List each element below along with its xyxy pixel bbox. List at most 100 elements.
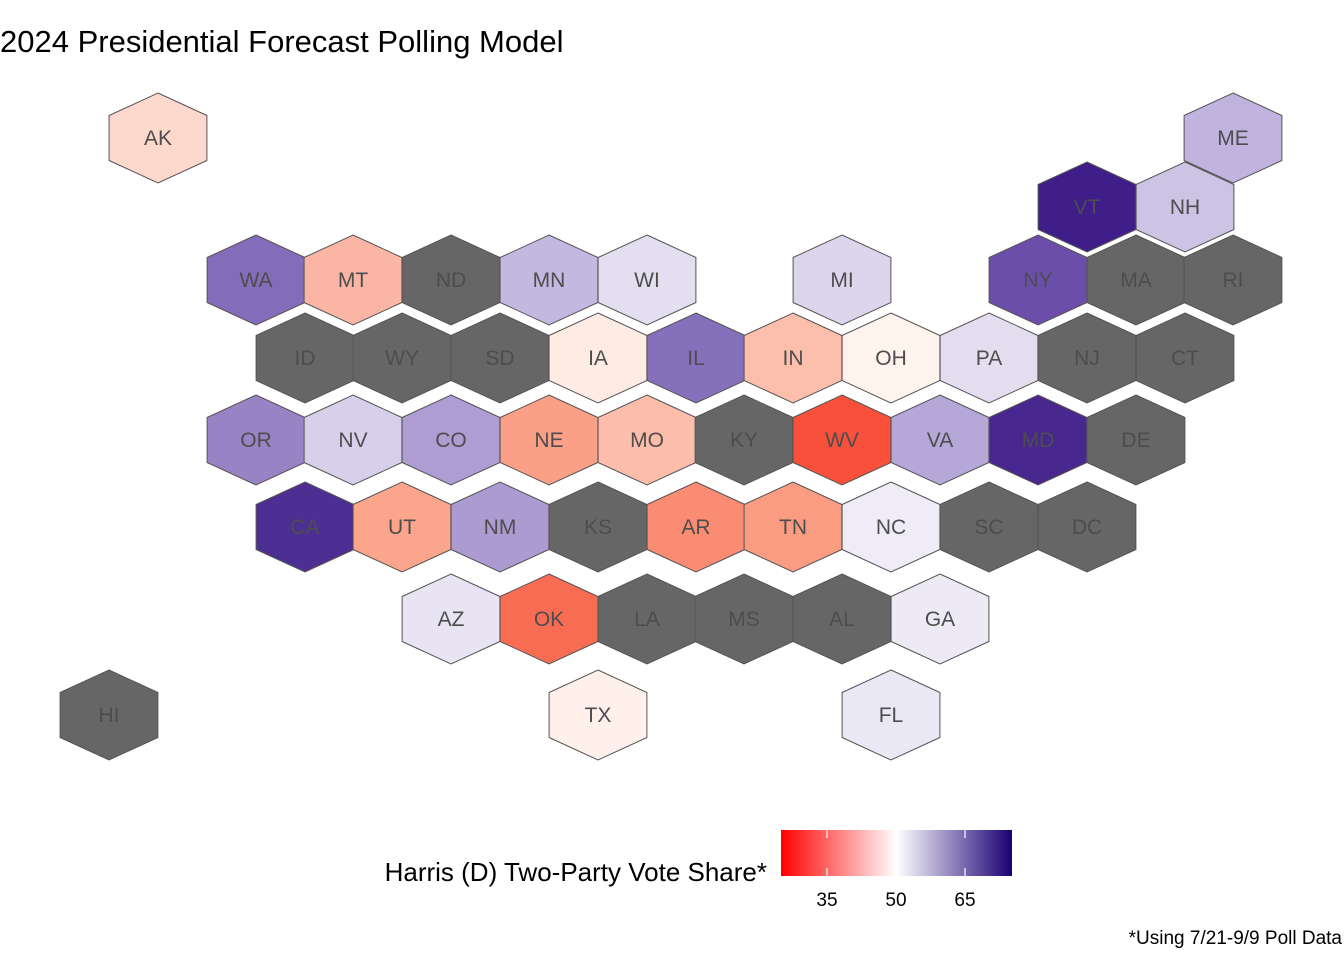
state-hexagon [108, 92, 208, 184]
state-label: VA [927, 429, 953, 452]
state-label: NE [534, 429, 563, 452]
state-hex-mt: MT [303, 234, 403, 326]
state-hex-mo: MO [597, 394, 697, 486]
state-label: OR [240, 429, 272, 452]
state-label: LA [634, 608, 660, 631]
state-label: ME [1217, 127, 1249, 150]
state-hex-al: AL [792, 573, 892, 665]
state-label: MA [1120, 269, 1152, 292]
state-hex-dc: DC [1037, 481, 1137, 573]
state-hexagon [1086, 394, 1186, 486]
state-label: HI [99, 704, 120, 727]
legend-tick-label: 35 [816, 890, 837, 911]
state-label: ID [295, 347, 316, 370]
state-label: MT [338, 269, 368, 292]
state-hex-nm: NM [450, 481, 550, 573]
state-label: SC [974, 516, 1003, 539]
state-hex-ks: KS [548, 481, 648, 573]
state-hex-wy: WY [352, 312, 452, 404]
state-label: WY [385, 347, 419, 370]
state-hex-va: VA [890, 394, 990, 486]
state-label: IN [783, 347, 804, 370]
state-label: WI [634, 269, 660, 292]
state-hex-ar: AR [646, 481, 746, 573]
state-hex-ms: MS [694, 573, 794, 665]
state-hex-ok: OK [499, 573, 599, 665]
state-label: NM [484, 516, 517, 539]
legend-title: Harris (D) Two-Party Vote Share* [385, 857, 767, 887]
state-label: IL [687, 347, 705, 370]
state-hex-sc: SC [939, 481, 1039, 573]
state-label: AZ [438, 608, 465, 631]
state-label: NY [1023, 269, 1052, 292]
state-hex-nv: NV [303, 394, 403, 486]
state-hex-oh: OH [841, 312, 941, 404]
state-label: MI [830, 269, 853, 292]
state-hex-mi: MI [792, 234, 892, 326]
state-label: KS [584, 516, 612, 539]
state-hex-pa: PA [939, 312, 1039, 404]
state-hex-ct: CT [1135, 312, 1235, 404]
state-hex-wa: WA [206, 234, 306, 326]
state-hex-fl: FL [841, 669, 941, 761]
legend-tick-label: 65 [954, 890, 975, 911]
state-hex-nc: NC [841, 481, 941, 573]
state-label: IA [588, 347, 608, 370]
state-label: NC [876, 516, 906, 539]
state-hex-wi: WI [597, 234, 697, 326]
state-hexagon [1183, 92, 1283, 184]
legend-tick-label: 50 [885, 890, 906, 911]
state-hex-mn: MN [499, 234, 599, 326]
state-hexagon [59, 669, 159, 761]
state-hex-ky: KY [694, 394, 794, 486]
state-hex-la: LA [597, 573, 697, 665]
state-label: PA [976, 347, 1002, 370]
state-label: UT [388, 516, 416, 539]
state-label: DC [1072, 516, 1102, 539]
state-label: OH [875, 347, 907, 370]
state-hexagons: AK ME VT NH WA MT ND MN WI MI NY MA RI ID WY SD IA IL IN OH… [59, 92, 1283, 761]
state-hex-sd: SD [450, 312, 550, 404]
state-label: FL [879, 704, 904, 727]
state-hex-ca: CA [255, 481, 355, 573]
state-hex-hi: HI [59, 669, 159, 761]
state-hex-nd: ND [401, 234, 501, 326]
state-hex-wv: WV [792, 394, 892, 486]
state-label: MD [1022, 429, 1055, 452]
state-label: GA [925, 608, 955, 631]
state-hex-nh: NH [1135, 161, 1235, 253]
state-hexagon [1037, 481, 1137, 573]
state-hex-tn: TN [743, 481, 843, 573]
state-label: NH [1170, 196, 1200, 219]
state-hex-az: AZ [401, 573, 501, 665]
state-hex-nj: NJ [1037, 312, 1137, 404]
state-label: CT [1171, 347, 1199, 370]
state-hex-co: CO [401, 394, 501, 486]
state-label: AK [144, 127, 172, 150]
state-label: VT [1074, 196, 1101, 219]
legend-ticks: 35 50 65 [816, 830, 976, 911]
state-hexagon [597, 234, 697, 326]
state-label: MN [533, 269, 566, 292]
state-hex-md: MD [988, 394, 1088, 486]
state-hex-ne: NE [499, 394, 599, 486]
state-hex-tx: TX [548, 669, 648, 761]
state-hexagon [841, 669, 941, 761]
state-label: TN [779, 516, 807, 539]
state-label: MS [728, 608, 760, 631]
state-label: OK [534, 608, 564, 631]
state-hex-me: ME [1183, 92, 1283, 184]
state-hex-ny: NY [988, 234, 1088, 326]
state-label: MO [630, 429, 664, 452]
state-hex-in: IN [743, 312, 843, 404]
chart-title: 2024 Presidential Forecast Polling Model [0, 24, 563, 59]
state-hex-vt: VT [1037, 161, 1137, 253]
state-hexagon [890, 573, 990, 665]
state-label: DE [1121, 429, 1150, 452]
caption: *Using 7/21-9/9 Poll Data [1129, 928, 1343, 949]
legend: Harris (D) Two-Party Vote Share* 35 50 65 [385, 830, 1012, 911]
state-label: WA [239, 269, 272, 292]
state-label: KY [730, 429, 758, 452]
state-hexagon [548, 669, 648, 761]
